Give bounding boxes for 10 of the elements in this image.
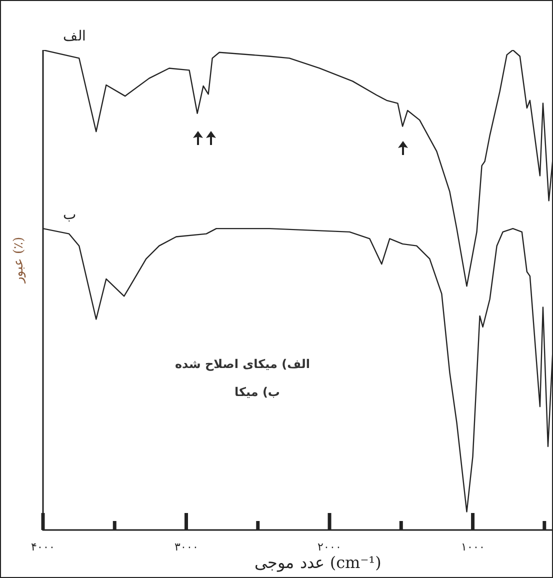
x-tick-label: ۱۰۰۰ bbox=[460, 540, 485, 554]
annotation: الف) میکای اصلاح شده bbox=[174, 356, 310, 373]
y-axis-title: عبور (٪) bbox=[11, 236, 26, 284]
x-axis-title: عدد موجی (cm⁻¹) bbox=[254, 553, 382, 572]
series-label: ب bbox=[63, 207, 76, 224]
annotation: ب) میکا bbox=[233, 384, 281, 401]
x-tick-label: ۲۰۰۰ bbox=[318, 540, 342, 554]
series-label: الف bbox=[63, 28, 86, 45]
x-tick-label: ۳۰۰۰ bbox=[174, 540, 198, 554]
x-tick-label: ۴۰۰۰ bbox=[31, 540, 55, 554]
